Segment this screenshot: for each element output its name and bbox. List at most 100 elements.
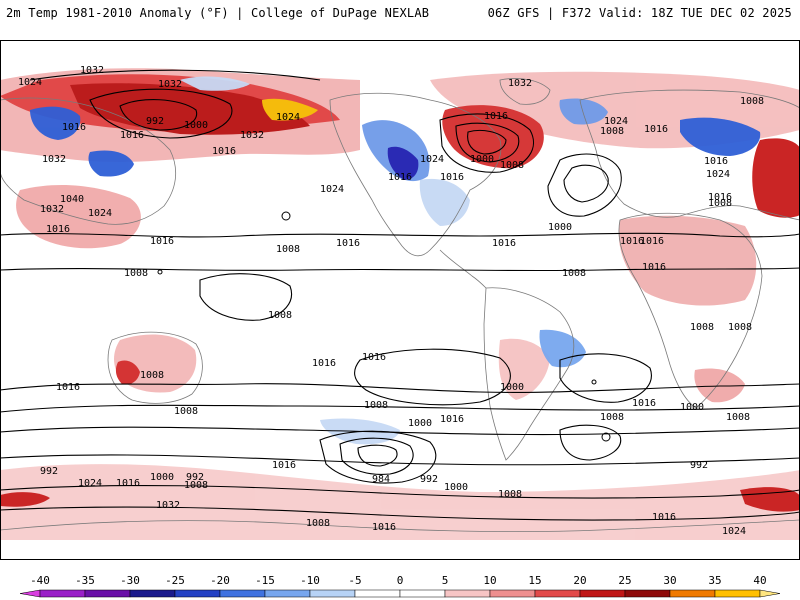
isobar-deep-low-core <box>357 444 398 467</box>
isobar-label: 1024 <box>420 154 444 165</box>
isobar-label: 1008 <box>140 370 164 381</box>
isobar-arctic-low-outer <box>89 88 233 139</box>
isobar-label: 992 <box>186 472 204 483</box>
isobar-label: 1024 <box>722 526 746 537</box>
warm-region-antarctic-east <box>740 487 800 512</box>
isobar-1000-south <box>0 426 800 436</box>
isobar-label: 1008 <box>600 126 624 137</box>
isobar-1008-band <box>0 267 800 272</box>
isobar-label: 1016 <box>484 111 508 122</box>
warm-region-east-asia <box>752 138 800 218</box>
isobar-label: 1008 <box>500 160 524 171</box>
isobar-label: 1032 <box>240 130 264 141</box>
cold-region-europe <box>680 117 761 156</box>
colorbar-tick-label: 15 <box>528 574 541 587</box>
isobar-label: 1008 <box>740 96 764 107</box>
isobar-label: 1016 <box>120 130 144 141</box>
continent-outlines <box>0 78 800 533</box>
isobar-label: 1008 <box>364 400 388 411</box>
isobar-label: 992 <box>690 460 708 471</box>
colorbar-tick-label: -25 <box>165 574 185 587</box>
center-marker <box>281 211 291 221</box>
colorbar-swatch <box>534 589 581 598</box>
colorbar-tick-label: -30 <box>120 574 140 587</box>
pressure-centers <box>157 211 611 442</box>
isobar-atlantic-low-outer <box>547 153 622 217</box>
isobar-label: 1024 <box>276 112 300 123</box>
isobar-n-pacific-low-mid <box>455 122 520 163</box>
isobar-label: 1032 <box>158 79 182 90</box>
isobar-label: 1000 <box>408 418 432 429</box>
colorbar-tick-label: -40 <box>30 574 50 587</box>
isobar-label: 1000 <box>680 402 704 413</box>
isobar-label: 1016 <box>620 236 644 247</box>
isobar-arctic-low-inner <box>119 99 198 131</box>
isobar-label: 1016 <box>440 172 464 183</box>
isobar-atlantic-low-inner <box>563 164 609 203</box>
isobar-label: 984 <box>372 474 390 485</box>
isobar-label: 1024 <box>320 184 344 195</box>
isobar-subtropical-high-s-atlantic <box>559 353 652 403</box>
isobar-label: 1024 <box>706 169 730 180</box>
isobar-label: 1000 <box>548 222 572 233</box>
isobar-label: 1032 <box>156 500 180 511</box>
isobar-1016-band <box>0 232 800 238</box>
outline-africa <box>618 212 763 409</box>
warm-region-arctic-extreme <box>70 83 310 135</box>
isobar-1008-antarctic <box>0 484 800 499</box>
anomaly-map: 1024 1032 1032 992 1000 1024 1016 1032 1… <box>0 40 800 560</box>
warm-region-gold-patch <box>262 98 318 121</box>
isobar-labels: 1024 1032 1032 992 1000 1024 1016 1032 1… <box>18 65 764 537</box>
isobars <box>0 69 800 521</box>
header-title: 2m Temp 1981-2010 Anomaly (°F) | College… <box>6 6 430 20</box>
isobar-label: 1016 <box>212 146 236 157</box>
colorbar-swatch <box>309 589 356 598</box>
colorbar-tick-label: 40 <box>753 574 766 587</box>
isobar-label: 1000 <box>500 382 524 393</box>
colorbar-tick-label: 10 <box>483 574 496 587</box>
outline-antarctica <box>0 519 800 533</box>
isobar-label: 1032 <box>80 65 104 76</box>
cold-region-siberia-east <box>559 98 608 125</box>
isobar-label: 1016 <box>116 478 140 489</box>
cold-region-arctic-west <box>180 76 250 91</box>
isobar-label: 1024 <box>78 478 102 489</box>
isobar-label: 1016 <box>336 238 360 249</box>
isobar-label: 1008 <box>726 412 750 423</box>
colorbar-tick-label: -5 <box>348 574 361 587</box>
isobar-label: 1008 <box>184 480 208 491</box>
isobar-label: 1016 <box>312 358 336 369</box>
isobar-label: 1016 <box>492 238 516 249</box>
colorbar-tick-label: 35 <box>708 574 721 587</box>
colorbar-tick-label: -20 <box>210 574 230 587</box>
isobar-label: 1016 <box>642 262 666 273</box>
colorbar-tick-label: -10 <box>300 574 320 587</box>
colorbar-swatch <box>489 589 536 598</box>
colorbar-swatch <box>669 589 716 598</box>
colorbar-tick-label: 25 <box>618 574 631 587</box>
cold-region-central-asia <box>30 106 81 140</box>
isobar-label: 1016 <box>704 156 728 167</box>
colorbar-tick-label: 5 <box>442 574 449 587</box>
isobar-1008-south <box>0 404 800 413</box>
center-marker <box>157 269 163 275</box>
isobar-label: 1016 <box>632 398 656 409</box>
cold-region-n-america-core <box>387 146 419 180</box>
center-marker <box>601 432 611 442</box>
outline-asia-west-edge <box>0 97 177 225</box>
outline-central-america <box>439 249 487 289</box>
colorbar-swatch <box>624 589 671 598</box>
isobar-subtropical-high-pacific <box>199 273 292 321</box>
isobar-label: 1008 <box>174 406 198 417</box>
isobar-label: 1008 <box>600 412 624 423</box>
warm-region-s-africa <box>694 368 745 403</box>
isobar-label: 1032 <box>42 154 66 165</box>
colorbar-swatch <box>219 589 266 598</box>
isobar-label: 1016 <box>362 352 386 363</box>
isobar-n-pacific-low-core <box>467 129 507 155</box>
colorbar-swatch <box>714 589 761 598</box>
isobar-label: 992 <box>146 116 164 127</box>
outline-australia <box>107 331 203 404</box>
outline-north-america <box>329 92 502 257</box>
isobar-label: 1008 <box>690 322 714 333</box>
